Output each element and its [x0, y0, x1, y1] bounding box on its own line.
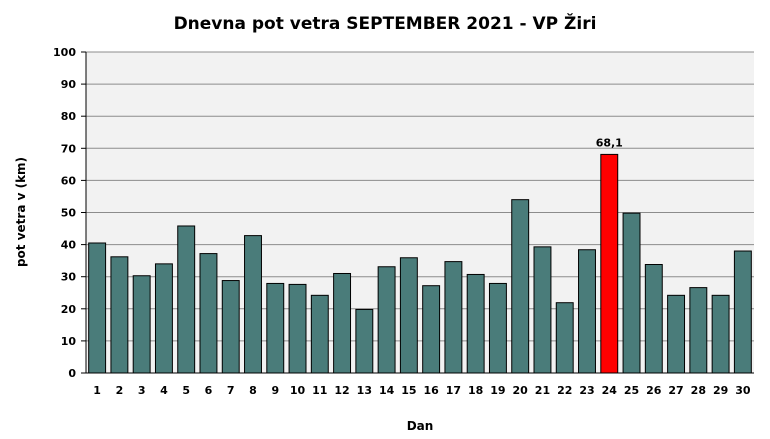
- bar-day-25: [622, 212, 641, 374]
- y-tick-label: 10: [61, 335, 77, 348]
- bar-day-19: [488, 282, 507, 374]
- bar-day-4: [154, 263, 173, 374]
- x-tick-label: 8: [249, 384, 257, 397]
- bar-day-18: [466, 273, 485, 374]
- x-tick-label: 17: [446, 384, 461, 397]
- bar-day-6: [199, 253, 218, 374]
- x-tick-label: 7: [227, 384, 235, 397]
- y-tick-label: 50: [61, 207, 77, 220]
- y-tick-label: 60: [61, 174, 77, 187]
- bar-day-24: [600, 153, 619, 374]
- bar-day-2: [110, 256, 129, 374]
- bar-day-27: [667, 294, 686, 374]
- bar-day-21: [533, 246, 552, 374]
- bar-day-14: [377, 266, 396, 374]
- x-tick-label: 2: [116, 384, 124, 397]
- bar-day-9: [266, 282, 285, 374]
- x-tick-label: 12: [334, 384, 349, 397]
- bar-day-23: [578, 249, 596, 374]
- x-tick-labels: 1 2 3 4 5 6 7 8 9 10 11 12 13 14 15 16 17 18 19 20 21 22 23 24 2…: [93, 384, 751, 397]
- x-tick-label: 1: [93, 384, 101, 397]
- bar-day-10: [288, 283, 307, 374]
- bar-day-5: [177, 225, 196, 374]
- y-tick-label: 0: [68, 367, 76, 380]
- bar-day-8: [244, 235, 262, 374]
- x-tick-label: 22: [557, 384, 572, 397]
- y-tick-label: 20: [61, 303, 77, 316]
- bar-day-30: [733, 250, 752, 374]
- chart-title: Dnevna pot vetra SEPTEMBER 2021 - VP Žir…: [174, 12, 597, 34]
- x-tick-label: 13: [357, 384, 372, 397]
- x-tick-label: 29: [713, 384, 728, 397]
- x-tick-label: 25: [624, 384, 639, 397]
- x-tick-label: 20: [513, 384, 529, 397]
- bar-day-1: [88, 242, 107, 374]
- x-tick-label: 3: [138, 384, 146, 397]
- bar-day-12: [333, 272, 352, 374]
- bar-day-16: [422, 285, 441, 374]
- x-tick-label: 11: [312, 384, 327, 397]
- bar-day-13: [355, 308, 374, 374]
- x-tick-label: 6: [205, 384, 213, 397]
- y-tick-label: 100: [53, 46, 76, 59]
- grid-layer: [81, 51, 754, 374]
- y-tick-label: 30: [61, 271, 77, 284]
- x-tick-label: 21: [535, 384, 550, 397]
- y-tick-labels: 0 10 20 30 40 50 60 70 80 90 100: [53, 46, 76, 380]
- x-tick-label: 30: [735, 384, 751, 397]
- x-tick-label: 14: [379, 384, 395, 397]
- x-tick-label: 4: [160, 384, 168, 397]
- bar-day-3: [132, 275, 151, 374]
- bar-day-20: [511, 199, 530, 374]
- y-tick-label: 80: [61, 110, 77, 123]
- bar-day-15: [399, 257, 418, 374]
- x-tick-label: 27: [668, 384, 683, 397]
- bar-day-22: [555, 302, 574, 374]
- x-tick-label: 24: [602, 384, 618, 397]
- x-tick-label: 10: [290, 384, 306, 397]
- x-tick-label: 9: [271, 384, 279, 397]
- bar-day-29: [711, 294, 730, 374]
- annotation-layer: 68,1: [596, 136, 623, 149]
- data-label: 68,1: [596, 136, 623, 149]
- bar-layer: [88, 153, 752, 374]
- bar-day-17: [444, 261, 463, 374]
- x-tick-label: 15: [401, 384, 416, 397]
- x-tick-label: 18: [468, 384, 483, 397]
- bar-day-11: [310, 294, 329, 374]
- y-tick-label: 40: [61, 239, 77, 252]
- x-tick-label: 19: [490, 384, 505, 397]
- bar-day-26: [644, 264, 663, 374]
- y-axis-label: pot vetra v (km): [14, 157, 28, 267]
- bar-day-7: [221, 280, 240, 374]
- x-tick-label: 26: [646, 384, 662, 397]
- x-tick-label: 5: [182, 384, 190, 397]
- x-tick-label: 28: [691, 384, 706, 397]
- y-tick-label: 90: [61, 78, 77, 91]
- x-tick-label: 23: [579, 384, 594, 397]
- y-tick-label: 70: [61, 142, 77, 155]
- x-tick-label: 16: [423, 384, 439, 397]
- bar-day-28: [689, 287, 708, 374]
- x-axis-label: Dan: [407, 419, 434, 433]
